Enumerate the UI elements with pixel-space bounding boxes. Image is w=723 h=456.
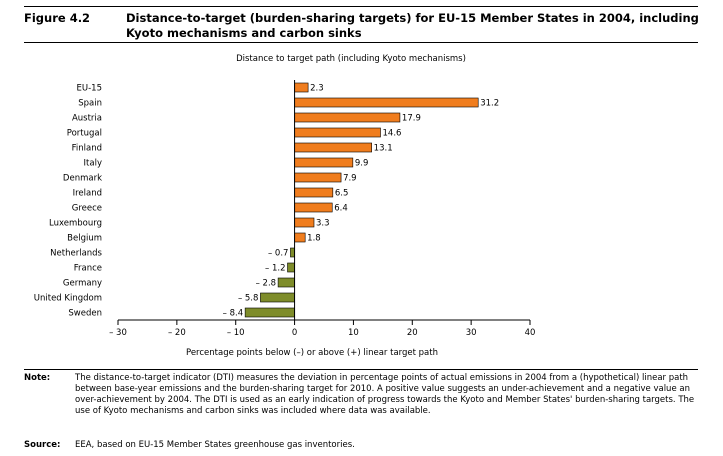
figure-header-rule	[24, 42, 698, 43]
value-label: 9.9	[355, 159, 369, 169]
value-label: 2.3	[310, 84, 324, 94]
x-axis-label: Percentage points below (–) or above (+)…	[186, 348, 438, 358]
value-label: 13.1	[374, 144, 393, 154]
category-label: Ireland	[73, 189, 102, 199]
x-tick-label: 20	[407, 328, 418, 338]
chart-title: Distance to target path (including Kyoto…	[236, 54, 466, 64]
source-label: Source:	[24, 440, 61, 450]
category-label: United Kingdom	[34, 294, 102, 304]
bar	[287, 262, 295, 273]
value-label: 7.9	[343, 174, 357, 184]
value-label: – 8.4	[223, 309, 243, 319]
value-label: 14.6	[383, 129, 402, 139]
value-label: – 0.7	[268, 249, 288, 259]
value-label: 6.4	[334, 204, 348, 214]
category-label: Finland	[72, 144, 102, 154]
bar-chart: Distance to target path (including Kyoto…	[34, 54, 536, 358]
value-label: 17.9	[402, 114, 421, 124]
bar	[260, 292, 295, 303]
figure-label: Figure 4.2	[24, 11, 91, 25]
x-tick-label: – 10	[227, 328, 245, 338]
bar	[294, 172, 342, 183]
figure-bottom-rule	[24, 369, 698, 370]
bar	[294, 232, 306, 243]
bar	[294, 142, 372, 153]
note-label: Note:	[24, 373, 51, 383]
bar	[290, 247, 295, 258]
bar	[294, 187, 334, 198]
category-label: Sweden	[68, 309, 102, 319]
value-label: – 1.2	[265, 264, 285, 274]
bar	[294, 112, 401, 123]
x-tick-label: 10	[348, 328, 359, 338]
category-label: France	[74, 264, 102, 274]
category-label: Austria	[72, 114, 102, 124]
x-tick-label: 40	[525, 328, 536, 338]
x-tick-label: – 20	[168, 328, 186, 338]
value-label: 6.5	[335, 189, 349, 199]
figure-top-rule	[24, 6, 698, 7]
bar	[294, 97, 479, 108]
bar	[294, 127, 381, 138]
value-label: – 2.8	[256, 279, 276, 289]
category-label: EU-15	[77, 84, 102, 94]
figure-title: Distance-to-target (burden-sharing targe…	[126, 11, 699, 40]
value-label: – 5.8	[238, 294, 258, 304]
category-label: Denmark	[63, 174, 102, 184]
bar	[294, 202, 333, 213]
category-label: Italy	[84, 159, 102, 169]
category-label: Belgium	[67, 234, 102, 244]
source-text: EEA, based on EU-15 Member States greenh…	[75, 440, 355, 450]
x-tick-label: 30	[466, 328, 477, 338]
value-label: 3.3	[316, 219, 330, 229]
figure-header: Figure 4.2 Distance-to-target (burden-sh…	[24, 8, 714, 42]
category-label: Spain	[78, 99, 102, 109]
category-label: Netherlands	[50, 249, 102, 259]
value-label: 31.2	[480, 99, 499, 109]
bar	[294, 82, 309, 93]
category-label: Greece	[72, 204, 102, 214]
category-label: Luxembourg	[49, 219, 102, 229]
bar	[244, 307, 295, 318]
note-text: The distance-to-target indicator (DTI) m…	[75, 373, 695, 416]
x-tick-label: 0	[292, 328, 297, 338]
category-label: Germany	[63, 279, 102, 289]
bar	[277, 277, 295, 288]
bar	[294, 217, 315, 228]
bar	[294, 157, 354, 168]
category-label: Portugal	[67, 129, 102, 139]
value-label: 1.8	[307, 234, 321, 244]
x-tick-label: – 30	[109, 328, 127, 338]
